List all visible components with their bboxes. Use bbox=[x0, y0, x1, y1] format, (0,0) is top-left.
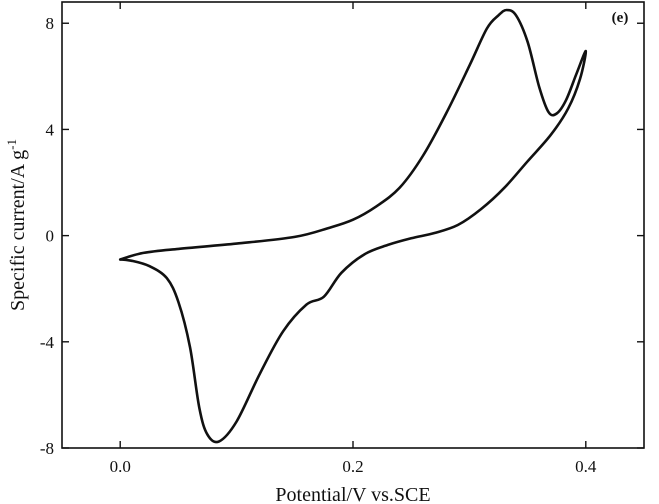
y-tick-label: -4 bbox=[40, 333, 55, 352]
x-axis-ticks: 0.0 0.2 0.4 bbox=[110, 2, 597, 476]
y-tick-label: -8 bbox=[40, 439, 54, 458]
x-tick-label: 0.4 bbox=[575, 457, 597, 476]
y-axis-ticks: -8 -4 0 4 8 bbox=[40, 14, 644, 458]
x-tick-label: 0.2 bbox=[342, 457, 363, 476]
cv-curve-line bbox=[118, 8, 588, 444]
y-tick-label: 0 bbox=[46, 227, 55, 246]
y-tick-label: 8 bbox=[46, 14, 55, 33]
y-axis-label: Specific current/A g-1 bbox=[4, 139, 29, 311]
y-axis-label-main: Specific current/A g bbox=[7, 150, 29, 311]
plot-frame bbox=[61, 1, 645, 449]
x-axis-label: Potential/V vs.SCE bbox=[275, 484, 430, 504]
x-tick-label: 0.0 bbox=[110, 457, 131, 476]
y-axis-label-superscript: -1 bbox=[4, 139, 19, 150]
panel-label: (e) bbox=[612, 10, 629, 26]
y-tick-label: 4 bbox=[46, 120, 55, 139]
